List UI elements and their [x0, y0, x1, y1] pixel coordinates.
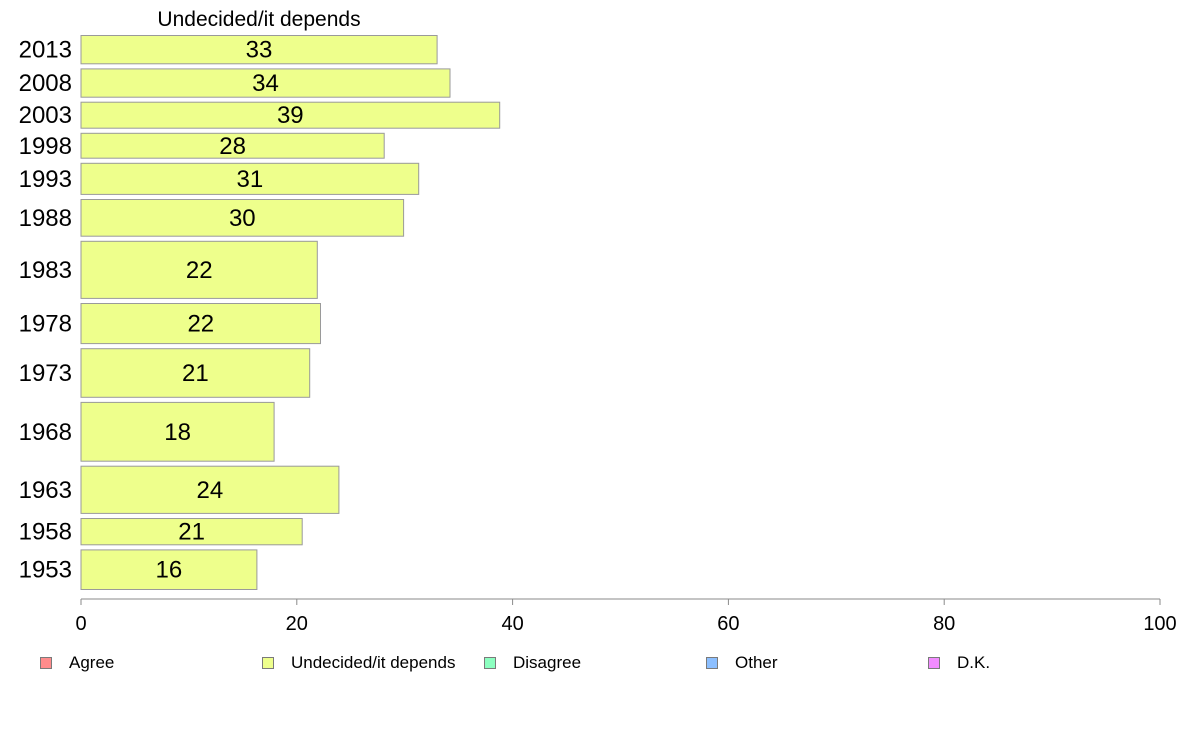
bar-1993	[80, 162, 420, 195]
bar-1998	[80, 132, 385, 159]
legend-swatch-dk	[928, 657, 940, 669]
legend-item-disagree: Disagree	[484, 652, 581, 674]
bar-1973	[80, 348, 311, 398]
bar-chart: Undecided/it depends 33 2013 34 2008 39 2003 2…	[19, 8, 1177, 635]
bar-value-label: 22	[187, 311, 214, 338]
x-tick-label: 0	[75, 613, 86, 635]
legend: Agree Undecided/it depends Disagree Othe…	[0, 652, 1188, 676]
x-tick-label: 80	[933, 613, 955, 635]
legend-swatch-undecided	[262, 657, 274, 669]
bar-1968	[80, 401, 275, 462]
bar-1963	[80, 465, 340, 514]
legend-label-disagree: Disagree	[513, 653, 582, 672]
bar-value-label: 21	[178, 519, 205, 546]
bar-2008	[80, 68, 451, 98]
y-tick-label: 1983	[19, 257, 72, 284]
x-tick-label: 40	[501, 613, 523, 635]
y-tick-label: 2013	[19, 37, 72, 64]
bar-value-label: 28	[219, 133, 246, 160]
x-tick-label: 60	[717, 613, 739, 635]
legend-label-undecided: Undecided/it depends	[291, 653, 456, 672]
bar-1953	[80, 549, 258, 591]
legend-label-dk: D.K.	[957, 653, 991, 672]
y-tick-label: 1988	[19, 205, 72, 232]
bar-value-label: 22	[186, 257, 213, 284]
bars-group: 33 2013 34 2008 39 2003 28 1998 31 1993 30 1988 22 19…	[19, 35, 501, 591]
bar-value-label: 31	[237, 166, 264, 193]
bar-value-label: 21	[182, 360, 209, 387]
legend-item-undecided: Undecided/it depends	[262, 652, 455, 674]
bar-value-label: 39	[277, 102, 304, 129]
bar-value-label: 30	[229, 205, 256, 232]
x-axis: 0 20 40 60 80 100	[75, 598, 1177, 635]
bar-value-label: 24	[197, 477, 224, 504]
bar-value-label: 33	[246, 37, 273, 64]
legend-item-other: Other	[706, 652, 778, 674]
bar-2003	[80, 101, 501, 129]
x-tick-label: 100	[1143, 613, 1176, 635]
legend-label-agree: Agree	[69, 653, 115, 672]
legend-item-agree: Agree	[40, 652, 114, 674]
y-tick-label: 1953	[19, 557, 72, 584]
legend-swatch-agree	[40, 657, 52, 669]
bar-1983	[80, 240, 318, 299]
y-tick-label: 1968	[19, 419, 72, 446]
y-tick-label: 1993	[19, 166, 72, 193]
y-tick-label: 2008	[19, 70, 72, 97]
y-tick-label: 1973	[19, 360, 72, 387]
bar-1988	[80, 199, 405, 237]
y-tick-label: 1963	[19, 477, 72, 504]
bar-2013	[80, 35, 438, 65]
x-tick-label: 20	[286, 613, 308, 635]
bar-value-label: 18	[164, 419, 191, 446]
y-tick-label: 1998	[19, 133, 72, 160]
bar-value-label: 16	[156, 557, 183, 584]
bar-1958	[80, 518, 303, 546]
legend-swatch-other	[706, 657, 718, 669]
bar-value-label: 34	[252, 70, 279, 97]
bar-1978	[80, 303, 321, 345]
legend-swatch-disagree	[484, 657, 496, 669]
y-tick-label: 1958	[19, 519, 72, 546]
chart-title: Undecided/it depends	[157, 8, 360, 31]
legend-label-other: Other	[735, 653, 778, 672]
y-tick-label: 2003	[19, 102, 72, 129]
legend-item-dk: D.K.	[928, 652, 990, 674]
y-tick-label: 1978	[19, 311, 72, 338]
